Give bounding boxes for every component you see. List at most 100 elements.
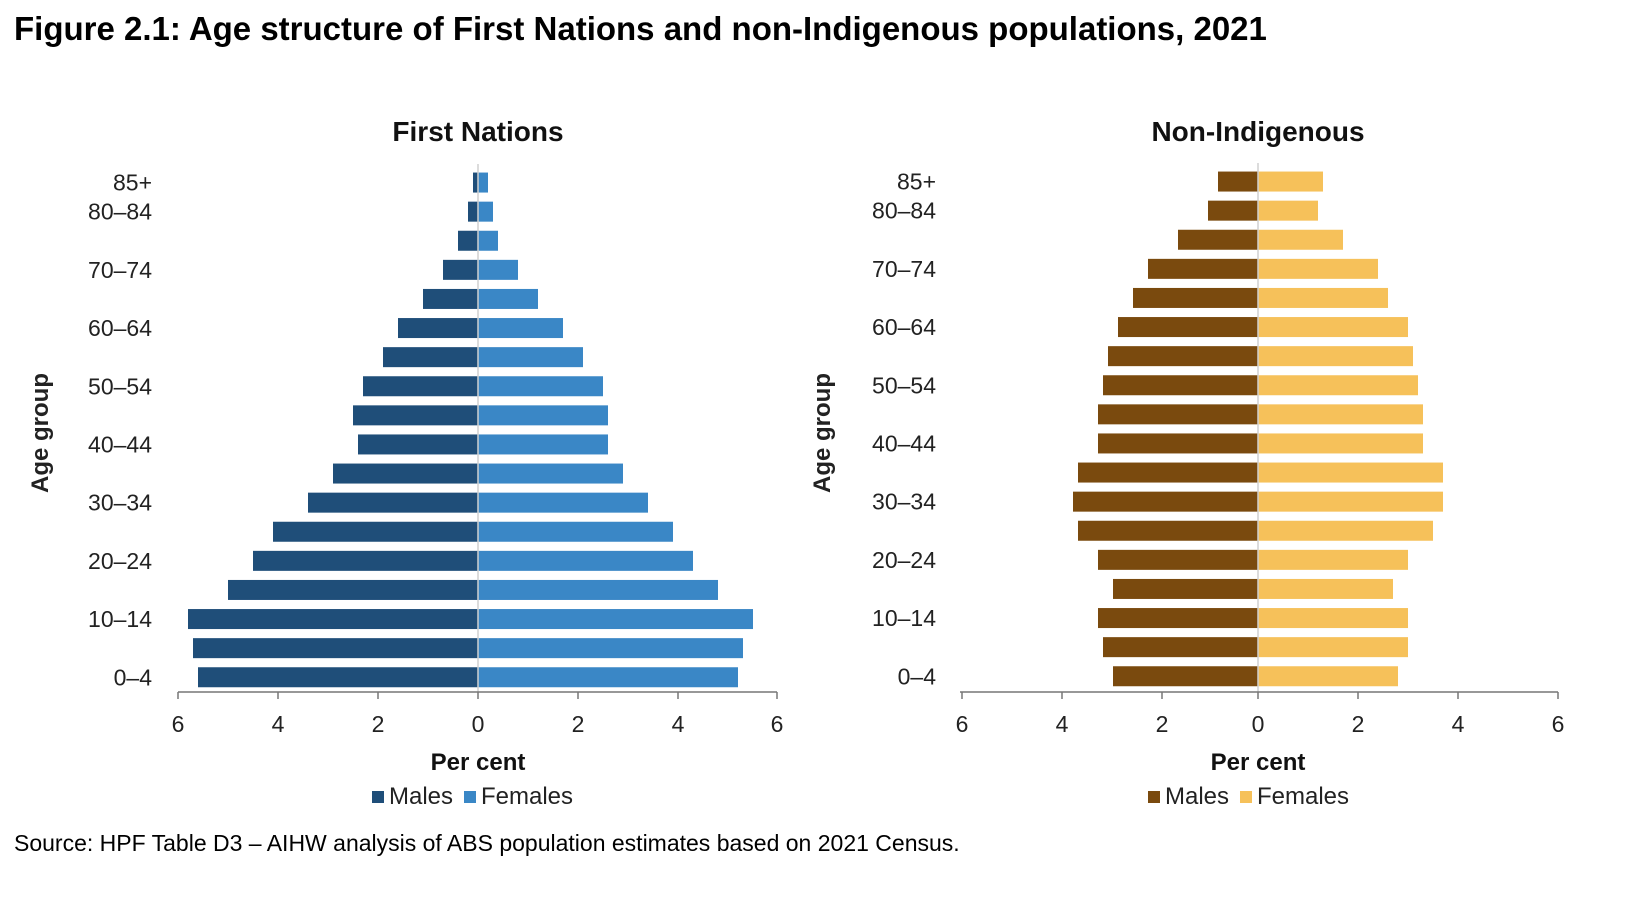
female-bar-10–14: [1258, 608, 1408, 629]
legend: Males Females: [372, 783, 573, 810]
female-bar-35–39: [478, 463, 623, 484]
age-label-85+: 85+: [897, 169, 936, 195]
male-bar-85+: [1218, 171, 1258, 192]
age-label-10–14: 10–14: [88, 606, 152, 632]
age-label-20–24: 20–24: [88, 548, 152, 574]
male-bar-30–34: [1073, 491, 1258, 512]
age-label-70–74: 70–74: [88, 257, 152, 283]
male-bar-85+: [473, 172, 478, 193]
female-bar-70–74: [478, 259, 518, 280]
x-tick-label: 6: [172, 711, 185, 737]
female-bar-35–39: [1258, 462, 1443, 483]
female-bar-50–54: [1258, 375, 1418, 396]
female-bar-25–29: [1258, 520, 1433, 541]
female-bar-10–14: [478, 609, 753, 630]
male-bar-35–39: [333, 463, 478, 484]
chart-title: Non-Indigenous: [1151, 116, 1364, 147]
age-label-40–44: 40–44: [88, 431, 152, 457]
age-label-85+: 85+: [113, 170, 152, 196]
female-bar-50–54: [478, 376, 603, 397]
female-bar-30–34: [478, 492, 648, 513]
male-bar-40–44: [1098, 433, 1258, 454]
female-bar-80–84: [1258, 200, 1318, 221]
x-axis-title: Per cent: [431, 749, 526, 776]
x-tick-label: 4: [1056, 711, 1069, 737]
age-label-50–54: 50–54: [872, 372, 936, 398]
male-bar-65–69: [423, 288, 478, 309]
age-label-70–74: 70–74: [872, 256, 936, 282]
female-bar-40–44: [478, 434, 608, 455]
age-label-10–14: 10–14: [872, 605, 936, 631]
female-bar-80–84: [478, 201, 493, 222]
female-bar-75–79: [478, 230, 498, 251]
age-label-50–54: 50–54: [88, 373, 152, 399]
legend-label-males: Males: [389, 783, 453, 810]
male-bar-45–49: [353, 405, 478, 426]
male-bar-45–49: [1098, 404, 1258, 425]
male-bar-60–64: [398, 318, 478, 339]
plot-background: [28, 100, 807, 700]
male-bar-15–19: [1113, 578, 1258, 599]
female-bar-5–9: [478, 638, 743, 659]
female-bar-15–19: [478, 579, 718, 600]
male-bar-0–4: [1113, 666, 1258, 687]
female-bar-85+: [478, 172, 488, 193]
legend-swatch-males: [1148, 791, 1160, 803]
female-bar-20–24: [1258, 549, 1408, 570]
x-tick-label: 4: [1452, 711, 1465, 737]
female-bar-55–59: [1258, 346, 1413, 367]
male-bar-50–54: [363, 376, 478, 397]
age-label-60–64: 60–64: [88, 315, 152, 341]
x-tick-label: 6: [1552, 711, 1565, 737]
female-bar-65–69: [1258, 287, 1388, 308]
x-tick-label: 2: [372, 711, 385, 737]
non-indigenous-chart: Non-Indigenous 0–4 10–14 20–24 30–34 40–44 50–…: [809, 100, 1588, 810]
female-bar-20–24: [478, 550, 693, 571]
female-bar-70–74: [1258, 258, 1378, 279]
male-bar-80–84: [468, 201, 478, 222]
female-bar-55–59: [478, 347, 583, 368]
female-bar-65–69: [478, 288, 538, 309]
x-tick-label: 4: [272, 711, 285, 737]
female-bar-5–9: [1258, 637, 1408, 658]
male-bar-10–14: [188, 609, 478, 630]
legend-swatch-females: [464, 791, 476, 803]
x-tick-label: 0: [1252, 711, 1265, 737]
x-tick-label: 2: [572, 711, 585, 737]
x-tick-label: 6: [956, 711, 969, 737]
x-tick-label: 2: [1156, 711, 1169, 737]
age-label-0–4: 0–4: [114, 664, 153, 690]
legend-label-females: Females: [1257, 783, 1349, 810]
female-bar-85+: [1258, 171, 1323, 192]
male-bar-50–54: [1103, 375, 1258, 396]
x-tick-label: 4: [672, 711, 685, 737]
male-bar-70–74: [1148, 258, 1258, 279]
age-label-40–44: 40–44: [872, 430, 936, 456]
legend-label-males: Males: [1165, 783, 1229, 810]
male-bar-5–9: [1103, 637, 1258, 658]
male-bar-35–39: [1078, 462, 1258, 483]
male-bar-55–59: [383, 347, 478, 368]
male-bar-15–19: [228, 579, 478, 600]
male-bar-80–84: [1208, 200, 1258, 221]
legend: Males Females: [1148, 783, 1349, 810]
male-bar-0–4: [198, 667, 478, 688]
male-bar-20–24: [1098, 549, 1258, 570]
first-nations-chart: First Nations 0–4 10–14 20–24 30–34 40–44 50–5…: [27, 100, 807, 810]
male-bar-70–74: [443, 259, 478, 280]
age-label-20–24: 20–24: [872, 547, 936, 573]
female-bar-15–19: [1258, 578, 1393, 599]
x-tick-label: 2: [1352, 711, 1365, 737]
age-label-30–34: 30–34: [872, 489, 936, 515]
x-tick-label: 0: [472, 711, 485, 737]
female-bar-75–79: [1258, 229, 1343, 250]
legend-swatch-males: [372, 791, 384, 803]
age-label-60–64: 60–64: [872, 314, 936, 340]
female-bar-30–34: [1258, 491, 1443, 512]
male-bar-40–44: [358, 434, 478, 455]
age-label-30–34: 30–34: [88, 490, 152, 516]
plot-background: [810, 100, 1588, 700]
male-bar-30–34: [308, 492, 478, 513]
legend-label-females: Females: [481, 783, 573, 810]
female-bar-0–4: [478, 667, 738, 688]
